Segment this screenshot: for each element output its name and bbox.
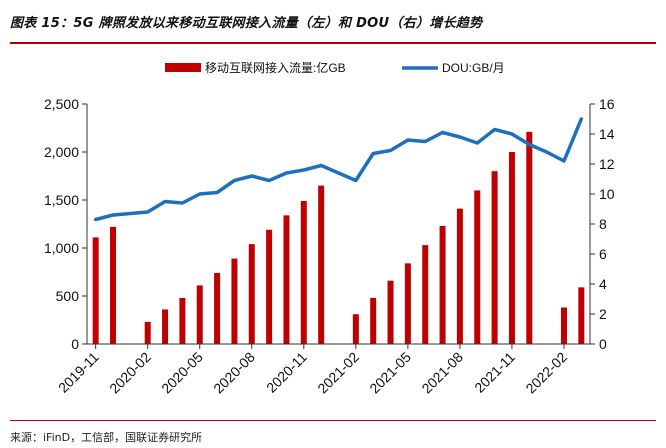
x-axis-tick-label: 2022-02 xyxy=(522,349,570,397)
bar xyxy=(422,245,429,344)
x-axis-tick-label: 2020-11 xyxy=(263,349,310,396)
right-axis-tick-label: 0 xyxy=(599,336,607,352)
bar xyxy=(404,263,411,344)
bar xyxy=(283,215,290,344)
bar xyxy=(456,208,463,344)
line-point xyxy=(111,213,115,217)
line-point xyxy=(337,171,340,175)
right-axis-tick-label: 12 xyxy=(599,156,615,172)
line-point xyxy=(579,117,583,121)
line-point xyxy=(128,212,132,215)
bar xyxy=(318,185,325,344)
line-point xyxy=(284,171,288,175)
legend-bar-swatch xyxy=(165,63,201,72)
line-point xyxy=(163,200,167,203)
line-point xyxy=(250,174,254,178)
bar xyxy=(508,152,515,344)
source-note: 来源：iFinD，工信部，国联证券研究所 xyxy=(10,431,203,444)
line-point xyxy=(319,164,323,167)
footer-divider xyxy=(10,420,656,421)
bar xyxy=(110,226,117,344)
x-axis-tick-label: 2021-02 xyxy=(314,349,362,397)
right-axis-tick-label: 4 xyxy=(599,276,607,292)
x-axis-tick-label: 2019-11 xyxy=(55,349,102,396)
line-point xyxy=(527,143,531,146)
left-axis-tick-label: 1,500 xyxy=(44,192,79,208)
left-axis-tick-label: 0 xyxy=(71,336,79,352)
legend-bar-label: 移动互联网接入流量:亿GB xyxy=(205,60,346,75)
header: 图表 15：5G 牌照发放以来移动互联网接入流量（左）和 DOU（右）增长趋势 xyxy=(0,0,666,44)
bar xyxy=(231,258,238,344)
right-axis-tick-label: 14 xyxy=(599,126,615,142)
x-axis-tick-label: 2021-11 xyxy=(471,349,518,396)
x-axis-tick-label: 2020-02 xyxy=(106,349,154,397)
x-axis-tick-label: 2021-05 xyxy=(366,349,414,397)
line-point xyxy=(354,179,358,182)
line-series xyxy=(93,117,584,222)
bar xyxy=(578,287,585,344)
line-point xyxy=(302,168,306,172)
bar xyxy=(526,131,533,344)
left-axis-tick-label: 2,000 xyxy=(44,144,79,160)
bar xyxy=(179,297,186,344)
combo-chart: 移动互联网接入流量:亿GB DOU:GB/月 0 500 1,000 1,500 2,0… xyxy=(44,60,615,397)
line-point xyxy=(232,179,236,182)
chart-title: 图表 15：5G 牌照发放以来移动互联网接入流量（左）和 DOU（右）增长趋势 xyxy=(10,16,483,31)
line-point xyxy=(389,149,393,152)
bar xyxy=(491,171,498,344)
x-axis-tick-label: 2021-08 xyxy=(418,349,466,397)
line-point xyxy=(441,131,445,134)
right-axis-tick-label: 16 xyxy=(599,96,615,112)
left-axis-tick-label: 1,000 xyxy=(44,240,79,256)
bar xyxy=(144,321,151,344)
bar xyxy=(248,244,255,344)
bar-series xyxy=(92,131,585,344)
bar xyxy=(214,272,221,344)
line-point xyxy=(545,150,549,154)
x-axis: 2019-11 2020-02 2020-05 2020-08 2020-11 2021-… xyxy=(55,343,590,397)
line-point xyxy=(94,218,98,221)
right-axis-tick-label: 6 xyxy=(599,246,607,262)
line-point xyxy=(146,210,150,214)
line-point xyxy=(180,201,184,205)
x-axis-tick-label: 2020-05 xyxy=(158,349,206,397)
bar xyxy=(387,280,394,344)
line-point xyxy=(493,128,497,131)
line-point xyxy=(475,141,479,145)
bar xyxy=(474,190,481,344)
line-point xyxy=(198,192,202,196)
legend: 移动互联网接入流量:亿GB DOU:GB/月 xyxy=(165,60,505,75)
bar xyxy=(92,237,99,344)
bar xyxy=(196,285,203,344)
left-axis-tick-label: 500 xyxy=(56,288,80,304)
line-point xyxy=(267,179,271,182)
line-point xyxy=(458,135,462,139)
chart-area: 移动互联网接入流量:亿GB DOU:GB/月 0 500 1,000 1,500 2,0… xyxy=(0,44,666,416)
legend-line-label: DOU:GB/月 xyxy=(442,61,505,75)
line-point xyxy=(406,138,410,142)
line-point xyxy=(562,159,566,163)
bar xyxy=(352,314,359,344)
right-axis: 0 2 4 6 8 10 12 14 16 xyxy=(589,96,615,352)
bar xyxy=(560,307,567,344)
bar xyxy=(266,229,273,344)
title-divider xyxy=(10,42,656,44)
right-axis-tick-label: 2 xyxy=(599,306,607,322)
line-point xyxy=(215,191,219,194)
line-point xyxy=(423,140,427,143)
right-axis-tick-label: 10 xyxy=(599,186,615,202)
bar xyxy=(300,200,307,344)
bar xyxy=(370,297,377,344)
line-point xyxy=(371,152,375,155)
bar xyxy=(162,309,169,344)
right-axis-tick-label: 8 xyxy=(599,216,607,232)
line-point xyxy=(510,132,514,136)
dou-line xyxy=(93,117,584,222)
left-axis: 0 500 1,000 1,500 2,000 2,500 xyxy=(44,96,88,352)
x-axis-tick-label: 2020-08 xyxy=(210,349,258,397)
left-axis-tick-label: 2,500 xyxy=(44,96,79,112)
bar xyxy=(439,225,446,344)
